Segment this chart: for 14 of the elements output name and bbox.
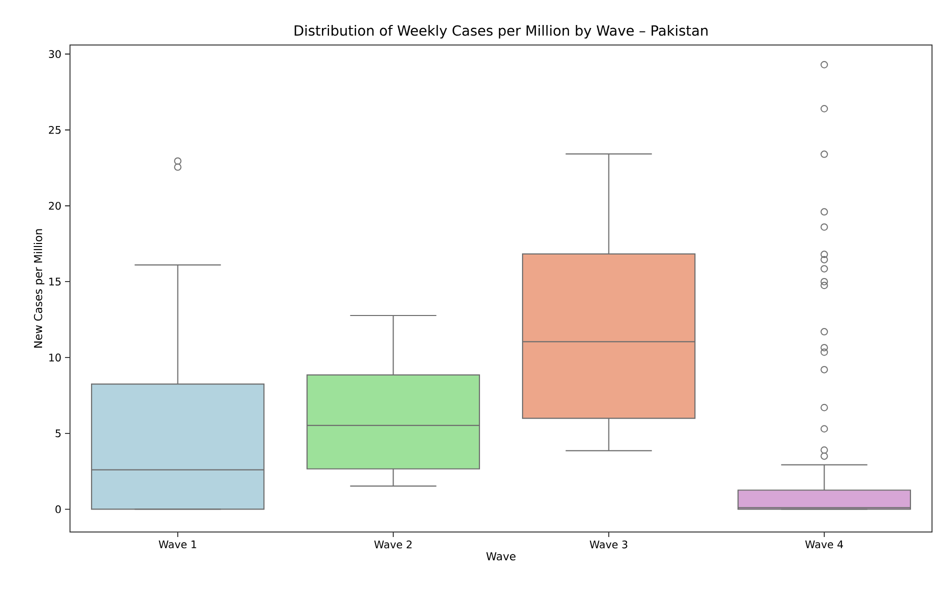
chart-title: Distribution of Weekly Cases per Million by Wave – Pakistan xyxy=(294,24,708,38)
y-tick-label: 25 xyxy=(48,126,61,134)
x-tick-label: Wave 3 xyxy=(590,540,628,548)
y-axis-title: New Cases per Million xyxy=(34,229,44,348)
y-tick-label: 30 xyxy=(48,50,61,58)
y-tick-label: 0 xyxy=(56,505,61,514)
y-tick-label: 10 xyxy=(49,354,61,362)
y-tick-label: 5 xyxy=(56,429,61,438)
y-tick-label: 20 xyxy=(48,202,61,210)
x-tick-label: Wave 4 xyxy=(805,540,844,548)
y-tick-label: 15 xyxy=(49,278,61,286)
x-axis-title: Wave xyxy=(486,552,516,560)
x-tick-label: Wave 1 xyxy=(158,540,196,548)
x-tick-label: Wave 2 xyxy=(374,540,412,548)
